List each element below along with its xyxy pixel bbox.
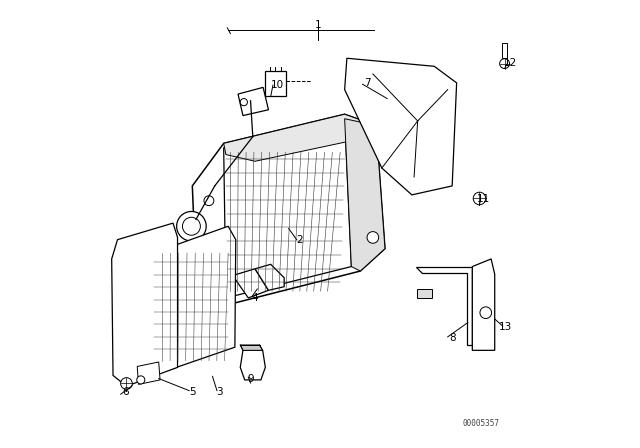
Circle shape	[473, 192, 486, 205]
Polygon shape	[345, 58, 457, 195]
Polygon shape	[502, 43, 507, 58]
Polygon shape	[255, 264, 284, 290]
Polygon shape	[238, 87, 269, 116]
Circle shape	[240, 99, 248, 106]
Polygon shape	[233, 269, 269, 298]
Polygon shape	[137, 362, 160, 384]
Text: 7: 7	[364, 78, 371, 88]
Text: 5: 5	[189, 387, 196, 397]
Text: 12: 12	[504, 58, 517, 68]
Polygon shape	[417, 267, 472, 345]
Polygon shape	[417, 289, 432, 298]
Polygon shape	[224, 114, 376, 161]
Polygon shape	[472, 259, 495, 350]
Text: 1: 1	[314, 20, 321, 30]
Polygon shape	[149, 226, 236, 370]
Polygon shape	[345, 119, 385, 271]
Text: 3: 3	[216, 387, 223, 397]
Polygon shape	[192, 114, 385, 305]
Circle shape	[367, 232, 379, 243]
Circle shape	[177, 211, 206, 241]
Text: 6: 6	[122, 387, 129, 397]
Circle shape	[137, 376, 145, 384]
Circle shape	[204, 196, 214, 206]
Circle shape	[480, 307, 492, 319]
Text: 11: 11	[477, 194, 490, 204]
Circle shape	[120, 378, 132, 389]
Polygon shape	[240, 350, 266, 380]
Text: 9: 9	[247, 374, 254, 383]
Text: 10: 10	[271, 80, 284, 90]
Polygon shape	[240, 345, 262, 350]
Text: 00005357: 00005357	[463, 419, 500, 428]
Text: 13: 13	[499, 322, 513, 332]
Polygon shape	[112, 223, 177, 386]
Circle shape	[500, 59, 509, 69]
Text: 2: 2	[296, 235, 303, 245]
Text: 8: 8	[449, 333, 456, 343]
Text: 4: 4	[252, 293, 259, 303]
Circle shape	[182, 217, 200, 235]
Polygon shape	[266, 71, 286, 96]
